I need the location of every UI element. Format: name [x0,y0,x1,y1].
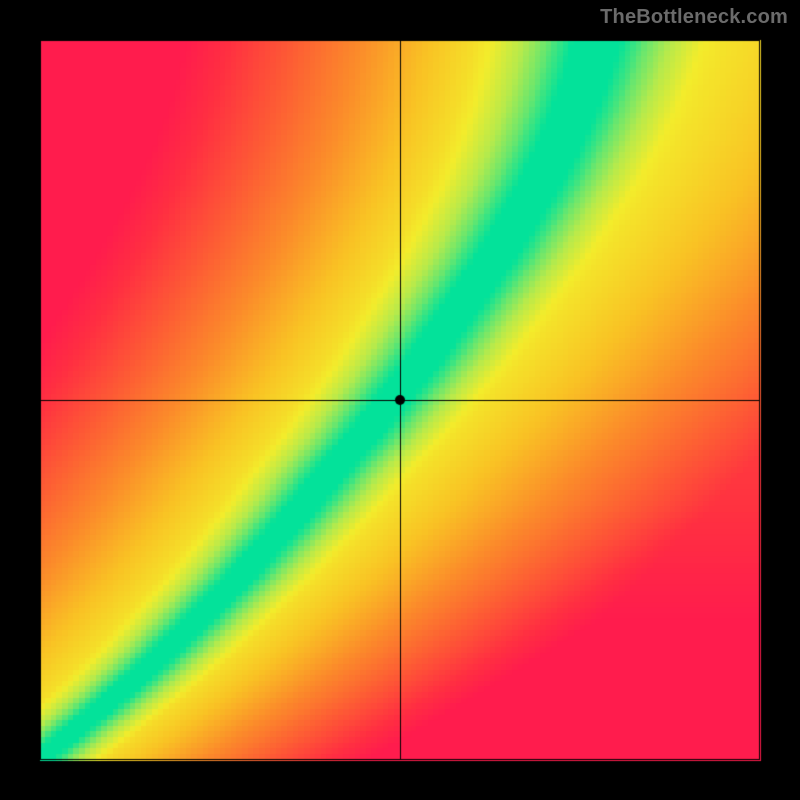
bottleneck-heatmap-canvas [0,0,800,800]
watermark-text: TheBottleneck.com [600,6,788,29]
chart-container: TheBottleneck.com [0,0,800,800]
